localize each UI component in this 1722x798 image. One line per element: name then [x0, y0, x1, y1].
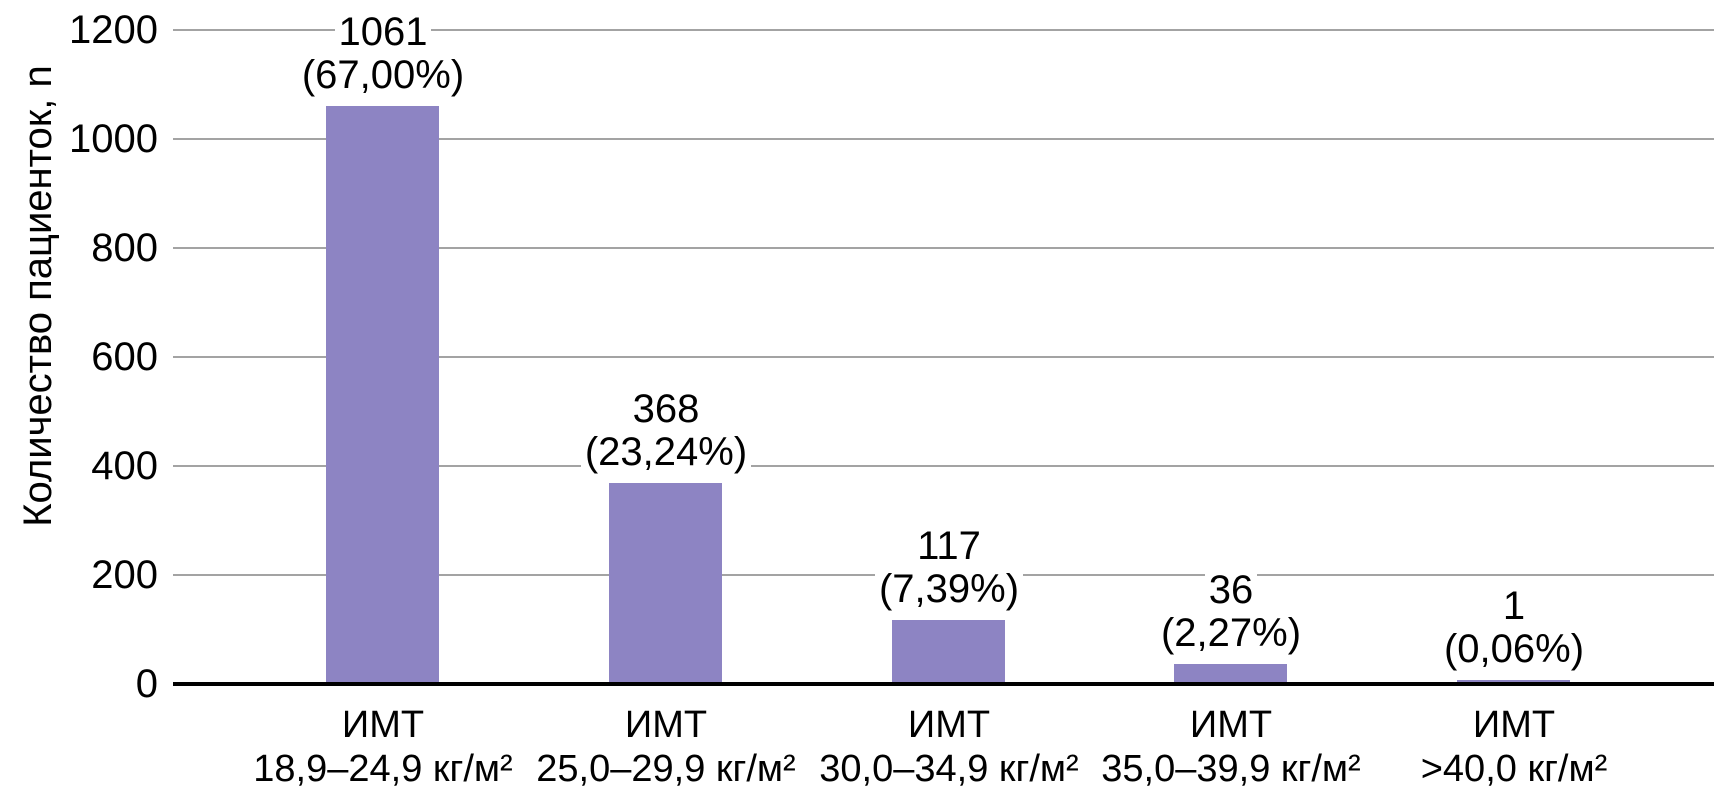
bar [1174, 664, 1287, 684]
x-category-line1: ИМТ [907, 704, 991, 746]
bar-value-percent: (67,00%) [297, 53, 469, 97]
bar [326, 105, 439, 684]
bar-value-count: 117 [913, 525, 985, 569]
y-tick-label: 200 [91, 553, 158, 597]
gridline [173, 356, 1714, 358]
y-tick-label: 0 [135, 662, 158, 706]
x-category-label: ИМТ 35,0–39,9 кг/м² [1061, 703, 1401, 791]
bar [609, 483, 722, 684]
x-axis-line [173, 682, 1714, 686]
y-tick-label: 1000 [69, 117, 158, 161]
bar-value-percent: (0,06%) [1439, 628, 1589, 671]
bar-value-count: 368 [628, 388, 704, 432]
x-category-line1: ИМТ [624, 704, 708, 746]
bar-value-label: 1 (0,06%) [1344, 585, 1684, 671]
bar [892, 620, 1005, 684]
bar-value-count: 36 [1204, 569, 1258, 613]
y-tick-label: 600 [91, 335, 158, 379]
bar-value-label: 36 (2,27%) [1061, 569, 1401, 656]
y-tick-label: 1200 [69, 8, 158, 52]
bar-value-label: 117 (7,39%) [779, 525, 1119, 612]
x-category-label: ИМТ 25,0–29,9 кг/м² [496, 703, 836, 791]
x-category-label: ИМТ 30,0–34,9 кг/м² [779, 703, 1119, 791]
bar-value-label: 1061 (67,00%) [213, 10, 553, 97]
bar-value-percent: (2,27%) [1156, 612, 1306, 656]
x-category-line2: >40,0 кг/м² [1420, 748, 1608, 790]
bar-value-percent: (7,39%) [874, 568, 1024, 612]
x-category-label: ИМТ 18,9–24,9 кг/м² [213, 703, 553, 791]
gridline [173, 138, 1714, 140]
gridline [173, 465, 1714, 467]
gridline [173, 29, 1714, 31]
y-tick-label: 800 [91, 226, 158, 270]
x-category-line2: 35,0–39,9 кг/м² [1101, 748, 1361, 790]
bar-value-count: 1061 [334, 10, 432, 54]
y-axis-title: Количество пациенток, n [16, 65, 60, 527]
bar-value-percent: (23,24%) [580, 431, 752, 475]
x-category-line1: ИМТ [341, 704, 425, 746]
x-category-line1: ИМТ [1189, 704, 1273, 746]
x-category-label: ИМТ >40,0 кг/м² [1344, 703, 1684, 791]
bar-value-count: 1 [1498, 585, 1530, 628]
gridline [173, 247, 1714, 249]
bar-value-label: 368 (23,24%) [496, 388, 836, 475]
x-category-line1: ИМТ [1472, 704, 1556, 746]
x-category-line2: 30,0–34,9 кг/м² [819, 748, 1079, 790]
y-tick-label: 400 [91, 444, 158, 488]
x-category-line2: 25,0–29,9 кг/м² [536, 748, 796, 790]
x-category-line2: 18,9–24,9 кг/м² [253, 748, 513, 790]
